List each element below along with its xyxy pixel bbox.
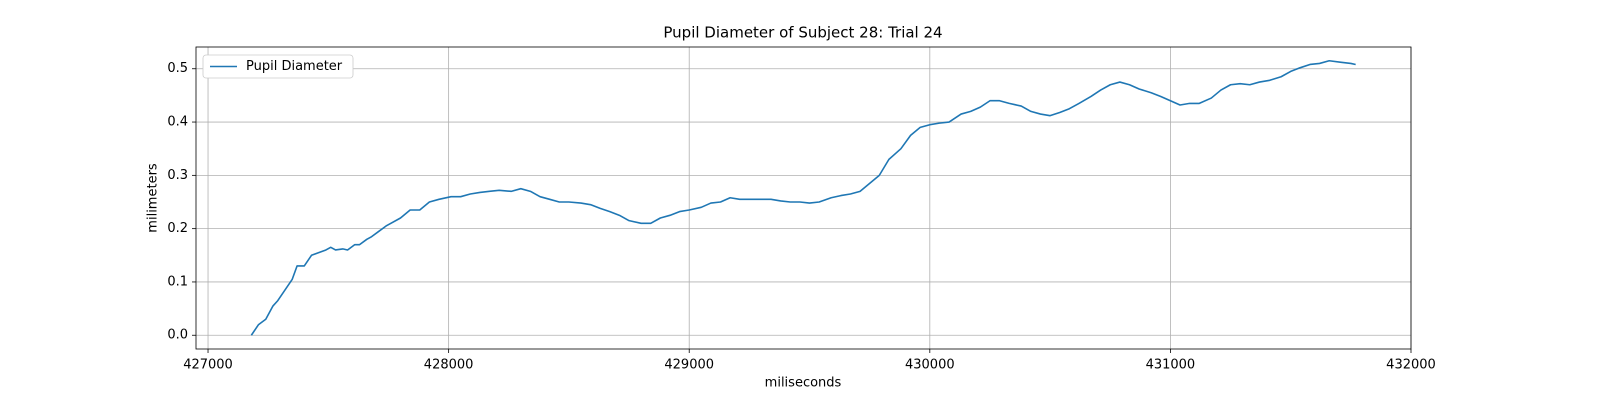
chart-title: Pupil Diameter of Subject 28: Trial 24 xyxy=(663,24,942,42)
x-tick-label: 427000 xyxy=(183,358,233,373)
y-tick-label: 0.2 xyxy=(167,221,188,236)
x-tick-label: 428000 xyxy=(424,358,474,373)
y-tick-label: 0.1 xyxy=(167,274,188,289)
y-tick-label: 0.5 xyxy=(167,61,188,76)
y-tick-label: 0.4 xyxy=(167,115,188,130)
y-tick-label: 0.0 xyxy=(167,328,188,343)
data-line xyxy=(250,59,1356,336)
plot-frame xyxy=(195,46,1412,350)
x-tick-label: 431000 xyxy=(1146,358,1196,373)
x-tick-label: 432000 xyxy=(1386,358,1436,373)
legend-box xyxy=(202,54,354,79)
x-axis-label: miliseconds xyxy=(765,376,842,391)
x-tick-label: 429000 xyxy=(664,358,714,373)
legend-label: Pupil Diameter xyxy=(246,59,343,74)
y-axis-label: milimeters xyxy=(146,163,161,233)
x-tick-label: 430000 xyxy=(905,358,955,373)
y-tick-label: 0.3 xyxy=(167,168,188,183)
